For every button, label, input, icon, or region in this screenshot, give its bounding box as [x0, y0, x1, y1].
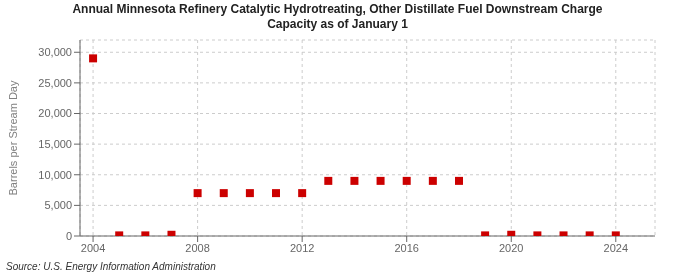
svg-text:2020: 2020 [499, 242, 523, 254]
svg-text:2008: 2008 [185, 242, 209, 254]
svg-text:2004: 2004 [81, 242, 105, 254]
svg-text:2024: 2024 [604, 242, 628, 254]
svg-text:Barrels per Stream Day: Barrels per Stream Day [8, 80, 19, 195]
svg-text:15,000: 15,000 [38, 138, 72, 150]
svg-text:20,000: 20,000 [38, 107, 72, 119]
html-text:Capacity as of January 1: Capacity as of January 1 [267, 17, 408, 31]
svg-text:2016: 2016 [394, 242, 418, 254]
svg-text:2012: 2012 [290, 242, 314, 254]
svg-text:30,000: 30,000 [38, 46, 72, 58]
svg-text:10,000: 10,000 [38, 169, 72, 181]
html-text:Source: U.S. Energy Informatio: Source: U.S. Energy Information Administ… [6, 261, 216, 272]
svg-text:0: 0 [66, 230, 72, 242]
html-text:Annual Minnesota Refinery Cata: Annual Minnesota Refinery Catalytic Hydr… [72, 2, 603, 16]
svg-text:5,000: 5,000 [44, 199, 72, 211]
svg-text:25,000: 25,000 [38, 77, 72, 89]
